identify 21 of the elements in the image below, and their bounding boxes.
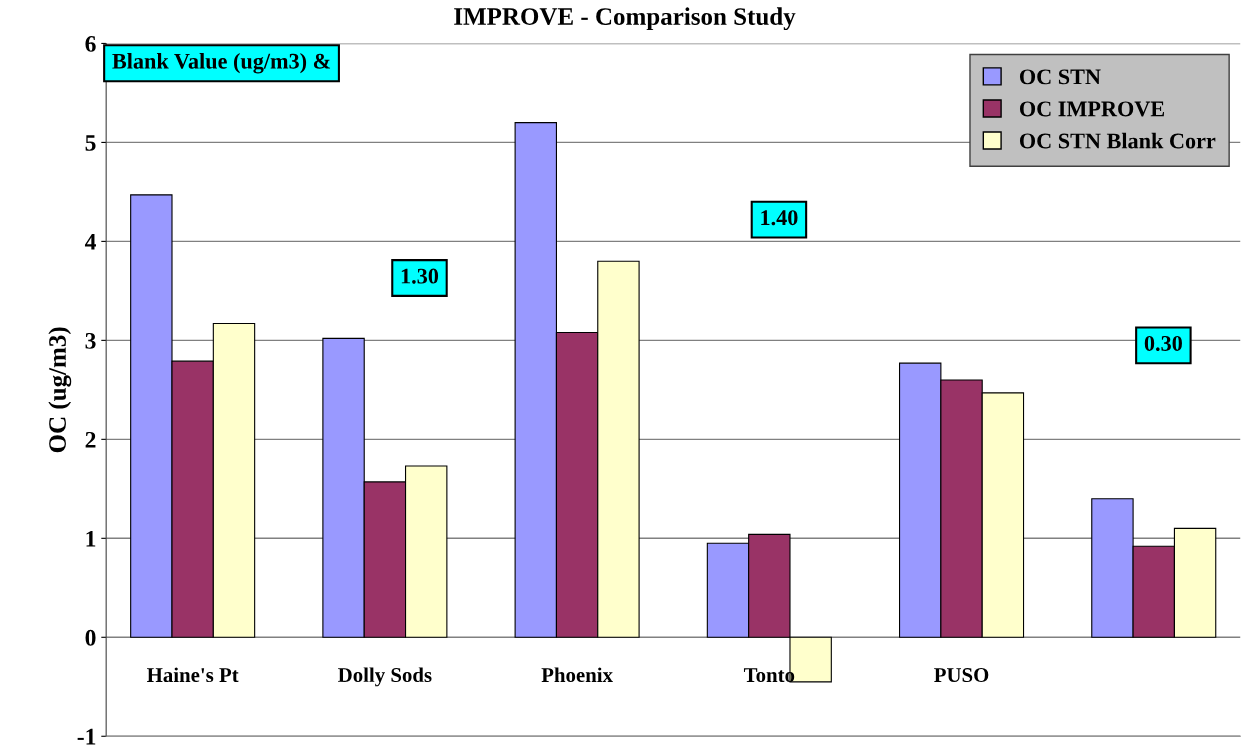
y-axis-title: OC (ug/m3) (48, 327, 72, 453)
legend-label: OC STN (1019, 69, 1101, 85)
y-tick-label: -1 (77, 728, 96, 745)
y-tick-label: 2 (85, 431, 96, 448)
x-tick-label: PUSO (934, 668, 989, 683)
x-tick-label: Haine's Pt (147, 667, 239, 683)
x-tick-label: Dolly Sods (338, 667, 432, 687)
annotation: 0.30 (1144, 335, 1182, 351)
y-tick-label: 4 (84, 234, 96, 250)
x-tick-label: Phoenix (541, 667, 613, 683)
y-tick-label: 6 (85, 36, 96, 52)
y-tick-label: 0 (85, 629, 96, 646)
y-tick-label: 3 (85, 332, 96, 349)
legend-label: OC STN Blank Corr (1019, 132, 1216, 149)
y-tick-label: 5 (85, 135, 96, 151)
legend-label: OC IMPROVE (1019, 101, 1165, 117)
annotation: 1.30 (401, 268, 439, 284)
annotation: Blank Value (ug/m3) & (112, 53, 331, 74)
chart-title: IMPROVE - Comparison Study (454, 7, 796, 31)
y-tick-label: 1 (86, 530, 96, 547)
annotation: 1.40 (761, 210, 798, 226)
